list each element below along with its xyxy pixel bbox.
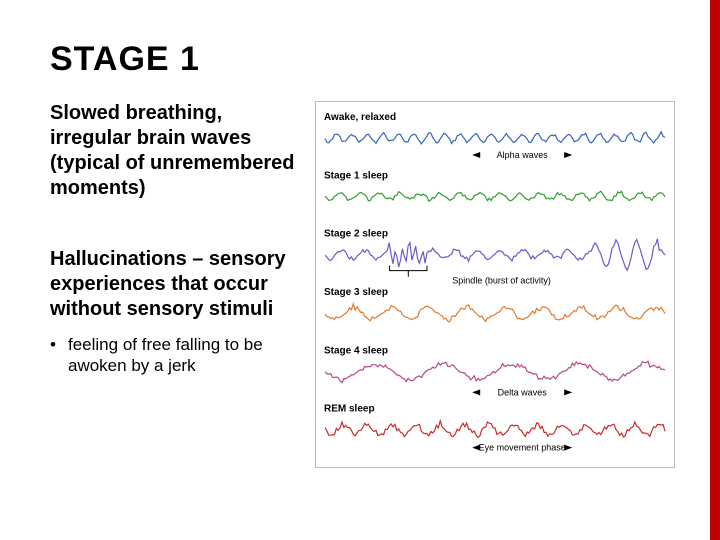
svg-text:Stage 1 sleep: Stage 1 sleep xyxy=(324,170,388,181)
content-row: Slowed breathing, irregular brain waves … xyxy=(50,101,670,468)
svg-text:Alpha waves: Alpha waves xyxy=(497,150,549,160)
svg-text:REM sleep: REM sleep xyxy=(324,404,375,415)
svg-text:Stage 4 sleep: Stage 4 sleep xyxy=(324,345,388,356)
svg-text:Stage 2 sleep: Stage 2 sleep xyxy=(324,229,388,240)
bullet-list: feeling of free falling to be awoken by … xyxy=(50,334,295,377)
paragraph-1: Slowed breathing, irregular brain waves … xyxy=(50,101,295,201)
svg-text:Delta waves: Delta waves xyxy=(498,387,548,397)
eeg-diagram: Awake, relaxed Alpha waves Stage 1 sleep St… xyxy=(315,101,675,468)
bullet-item: feeling of free falling to be awoken by … xyxy=(50,334,295,377)
slide-title: STAGE 1 xyxy=(50,40,670,79)
paragraph-2: Hallucinations – sensory experiences tha… xyxy=(50,247,295,322)
svg-text:Spindle (burst of activity): Spindle (burst of activity) xyxy=(452,276,551,286)
svg-text:Awake, relaxed: Awake, relaxed xyxy=(324,112,396,123)
accent-bar xyxy=(710,0,720,540)
text-column: Slowed breathing, irregular brain waves … xyxy=(50,101,295,468)
figure-column: Awake, relaxed Alpha waves Stage 1 sleep St… xyxy=(315,101,675,468)
eeg-svg: Awake, relaxed Alpha waves Stage 1 sleep St… xyxy=(320,108,670,458)
svg-text:Eye movement phase: Eye movement phase xyxy=(479,443,566,453)
svg-text:Stage 3 sleep: Stage 3 sleep xyxy=(324,287,388,298)
slide: STAGE 1 Slowed breathing, irregular brai… xyxy=(0,0,720,540)
